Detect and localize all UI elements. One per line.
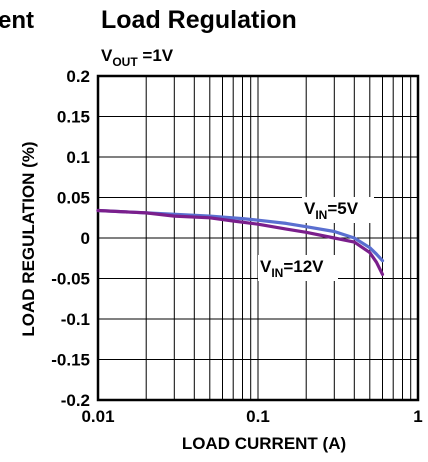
x-tick-label: 0.01 [81,407,114,426]
chart-title: Load Regulation [101,6,297,34]
left-cut-title: ent [0,7,34,34]
plot-frame [96,74,420,402]
series-line-vin-5v [96,208,385,263]
series-label-sub: IN [271,266,283,280]
subtitle-main: V [101,46,113,65]
y-tick-labels: 0.2 0.15 0.1 0.05 0 -0.05 -0.1 -0.15 -0.2 [51,67,90,410]
series-label-text: VIN=12V [260,257,324,280]
series-label-vin-12v: VIN=12V [258,255,338,281]
series-label-bg [302,197,374,223]
y-tick-label: -0.15 [51,351,90,370]
chart-subtitle: VOUT =1V [101,46,174,69]
series-label-text: VIN=5V [304,199,359,222]
y-tick-label: 0.15 [57,108,90,127]
x-tick-label: 0.1 [246,407,270,426]
grid-lines [98,76,418,400]
y-tick-label: 0.2 [66,67,90,86]
y-tick-label: 0 [81,229,90,248]
series-label-vin-5v: VIN=5V [302,197,374,223]
series-line-vin-12v [96,208,385,276]
y-tick-label: -0.2 [61,391,90,410]
y-tick-label: -0.05 [51,270,90,289]
series-label-rest: =5V [327,199,358,218]
series-label-sub: IN [315,208,327,222]
y-tick-label: -0.1 [61,310,90,329]
plot-area [96,74,420,402]
series-label-main: V [304,199,316,218]
y-tick-label: 0.05 [57,189,90,208]
y-axis-label: LOAD REGULATION (%) [19,141,38,336]
subtitle-sub: OUT [112,55,138,69]
series-label-bg [258,255,338,281]
x-tick-labels: 0.01 0.1 1 [81,407,422,426]
x-tick-label: 1 [413,407,422,426]
x-axis-label: LOAD CURRENT (A) [182,434,346,453]
y-tick-label: 0.1 [66,148,90,167]
series-layer [96,208,385,276]
series-label-main: V [260,257,272,276]
series-label-rest: =12V [283,257,324,276]
subtitle-rest: =1V [138,46,174,65]
